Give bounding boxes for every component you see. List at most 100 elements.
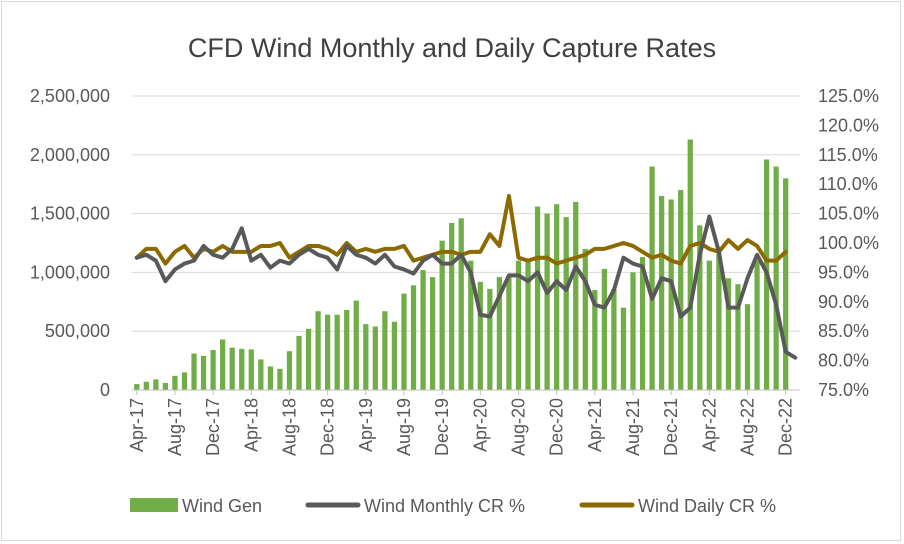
bar-wind-gen — [353, 300, 359, 390]
bar-wind-gen — [735, 284, 741, 390]
bar-wind-gen — [239, 348, 245, 390]
bar-wind-gen — [191, 353, 197, 390]
bar-wind-gen — [363, 324, 369, 390]
bar-wind-gen — [592, 290, 598, 390]
bar-wind-gen — [639, 257, 646, 390]
x-tick-label: Aug-17 — [165, 398, 185, 456]
bar-wind-gen — [315, 311, 321, 390]
x-tick-label: Dec-18 — [318, 398, 338, 456]
x-tick-label: Dec-17 — [203, 398, 223, 456]
bar-wind-gen — [420, 270, 426, 390]
right-tick-label: 120.0% — [818, 115, 879, 135]
x-tick-label: Apr-17 — [127, 398, 147, 452]
bar-series — [134, 139, 789, 390]
bar-wind-gen — [611, 288, 617, 390]
bar-wind-gen — [525, 258, 531, 390]
line-wind-monthly-cr — [134, 214, 798, 360]
x-tick-label: Apr-20 — [470, 398, 490, 452]
right-tick-label: 80.0% — [818, 351, 869, 371]
left-axis: 0 500,000 1,000,000 1,500,000 2,000,000 2,500… — [30, 86, 110, 400]
bar-wind-gen — [515, 260, 522, 390]
bar-wind-gen — [773, 166, 779, 390]
bar-wind-gen — [410, 285, 417, 390]
x-axis: Apr-17 Aug-17 Dec-17 Apr-18 Aug-18 Dec-18 Apr-… — [127, 389, 800, 456]
x-tick-label: Apr-18 — [241, 398, 261, 452]
bar-wind-gen — [143, 381, 149, 390]
x-tick-label: Apr-22 — [699, 398, 719, 452]
bar-wind-gen — [439, 240, 445, 390]
bar-wind-gen — [334, 314, 340, 390]
bar-wind-gen — [601, 268, 607, 390]
bar-wind-gen — [162, 382, 169, 390]
bar-wind-gen — [678, 190, 684, 390]
bar-wind-gen — [449, 223, 455, 390]
legend: Wind Gen Wind Monthly CR % Wind Daily CR… — [130, 496, 776, 516]
left-tick-label: 2,500,000 — [30, 86, 110, 106]
bar-wind-gen — [744, 304, 751, 390]
bar-wind-gen — [248, 349, 254, 390]
bar-wind-gen — [725, 278, 732, 390]
bar-wind-gen — [344, 310, 350, 390]
right-tick-label: 90.0% — [818, 292, 869, 312]
bar-wind-gen — [429, 277, 436, 390]
bar-wind-gen — [382, 311, 388, 390]
right-axis: 75.0% 80.0% 85.0% 90.0% 95.0% 100.0% 105.0% 110… — [818, 86, 879, 400]
bar-wind-gen — [563, 217, 569, 390]
bar-wind-gen — [305, 328, 312, 390]
x-tick-label: Apr-21 — [585, 398, 605, 452]
left-tick-label: 1,500,000 — [30, 204, 110, 224]
bar-wind-gen — [687, 139, 693, 390]
bar-wind-gen — [754, 260, 760, 390]
right-tick-label: 105.0% — [818, 204, 879, 224]
bar-wind-gen — [544, 213, 550, 390]
x-tick-label: Dec-21 — [661, 398, 681, 456]
bar-wind-gen — [325, 314, 331, 390]
bar-wind-gen — [200, 355, 207, 390]
right-tick-label: 75.0% — [818, 380, 869, 400]
line-series — [134, 193, 798, 360]
bar-wind-gen — [649, 166, 655, 390]
bar-wind-gen — [468, 260, 474, 390]
x-tick-label: Aug-21 — [623, 398, 643, 456]
legend-label-wind-gen: Wind Gen — [182, 496, 262, 516]
bar-wind-gen — [172, 375, 178, 390]
left-tick-label: 500,000 — [45, 321, 110, 341]
x-tick-label: Aug-18 — [279, 398, 299, 456]
right-tick-label: 110.0% — [818, 174, 878, 194]
bar-wind-gen — [391, 321, 398, 390]
bar-wind-gen — [229, 347, 235, 390]
bar-wind-gen — [783, 178, 789, 390]
left-tick-label: 1,000,000 — [30, 262, 110, 282]
bar-wind-gen — [554, 204, 560, 390]
bar-wind-gen — [258, 359, 264, 390]
legend-label-wind-monthly-cr: Wind Monthly CR % — [364, 496, 525, 516]
right-tick-label: 85.0% — [818, 321, 869, 341]
bar-wind-gen — [506, 277, 512, 390]
bar-wind-gen — [668, 199, 674, 390]
bar-wind-gen — [267, 366, 273, 390]
right-tick-label: 125.0% — [818, 86, 879, 106]
x-tick-label: Dec-20 — [547, 398, 567, 456]
x-tick-label: Aug-20 — [508, 398, 528, 456]
legend-label-wind-daily-cr: Wind Daily CR % — [638, 496, 776, 516]
chart-title: CFD Wind Monthly and Daily Capture Rates — [188, 33, 716, 63]
right-tick-label: 115.0% — [818, 145, 878, 165]
x-tick-label: Dec-22 — [776, 398, 796, 456]
bar-wind-gen — [716, 253, 722, 390]
left-tick-label: 0 — [100, 380, 110, 400]
bar-wind-gen — [496, 277, 503, 390]
x-tick-label: Aug-22 — [738, 398, 758, 456]
bar-wind-gen — [487, 288, 493, 390]
bar-wind-gen — [210, 350, 216, 390]
bar-wind-gen — [220, 339, 226, 390]
left-tick-label: 2,000,000 — [30, 145, 110, 165]
right-tick-label: 95.0% — [818, 262, 869, 282]
bar-wind-gen — [697, 225, 703, 390]
bar-wind-gen — [659, 195, 665, 390]
bar-wind-gen — [296, 335, 302, 390]
bar-wind-gen — [458, 218, 464, 390]
bar-wind-gen — [630, 272, 636, 390]
bar-wind-gen — [153, 379, 159, 390]
